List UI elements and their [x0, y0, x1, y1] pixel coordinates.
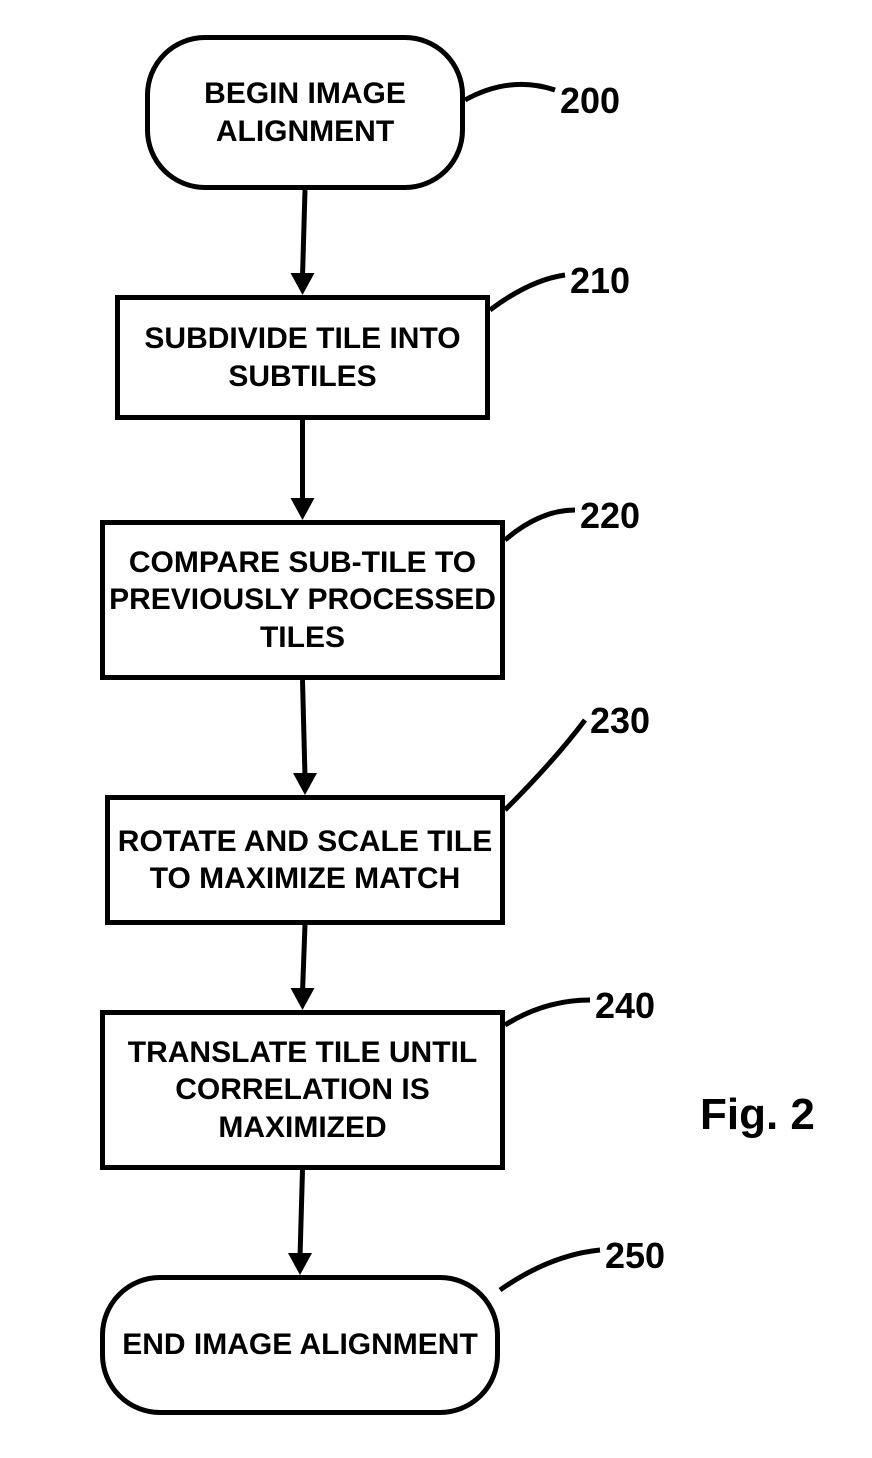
callout-label: 250: [605, 1235, 665, 1277]
figure-label: Fig. 2: [700, 1090, 815, 1140]
callout-line: [0, 0, 872, 1458]
